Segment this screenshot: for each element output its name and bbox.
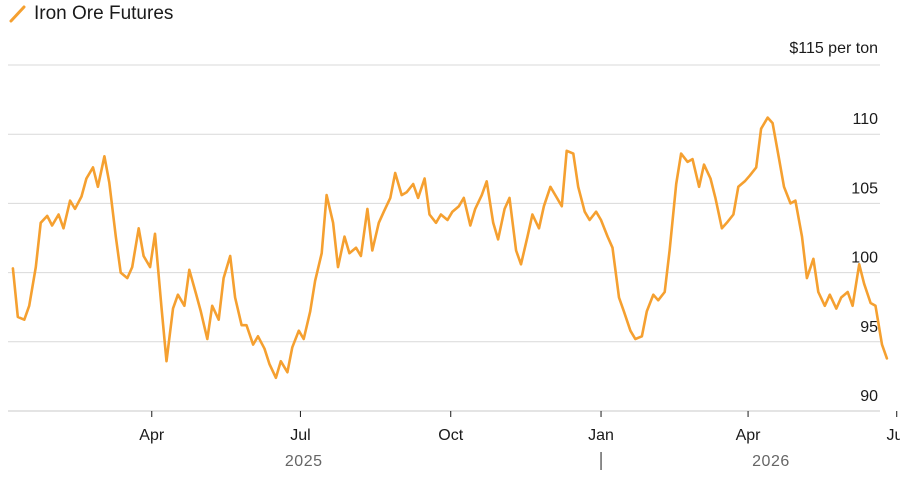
series-layer [11,116,889,380]
series-line-0 [11,116,889,380]
x-tick-label-1: Jul [290,427,310,444]
legend-label: Iron Ore Futures [34,3,174,24]
x-axis-ticks: Apr Jul Oct Jan Apr Jul [139,411,900,444]
x-tick-label-3: Jan [588,427,614,444]
x-tick-label-4: Apr [736,427,762,444]
legend: Iron Ore Futures [8,2,173,26]
year-label-2026: 2026 [752,453,790,470]
year-labels: 2025 2026 [285,452,790,470]
grid-lines [8,64,880,412]
y-tick-label-105: 105 [851,180,878,197]
legend-line-icon [9,5,26,23]
x-tick-label-2: Oct [438,427,463,444]
y-tick-label-110: 110 [852,111,878,128]
y-tick-label-100: 100 [851,250,878,267]
y-tick-label-90: 90 [860,388,878,405]
x-tick-label-5: Jul [887,427,900,444]
y-axis-ticks: $115 per ton 110 105 100 95 90 [789,40,878,405]
y-tick-label-95: 95 [860,319,878,336]
year-label-2025: 2025 [285,453,323,470]
x-tick-label-0: Apr [139,427,165,444]
y-tick-label-115: $115 per ton [789,40,878,57]
